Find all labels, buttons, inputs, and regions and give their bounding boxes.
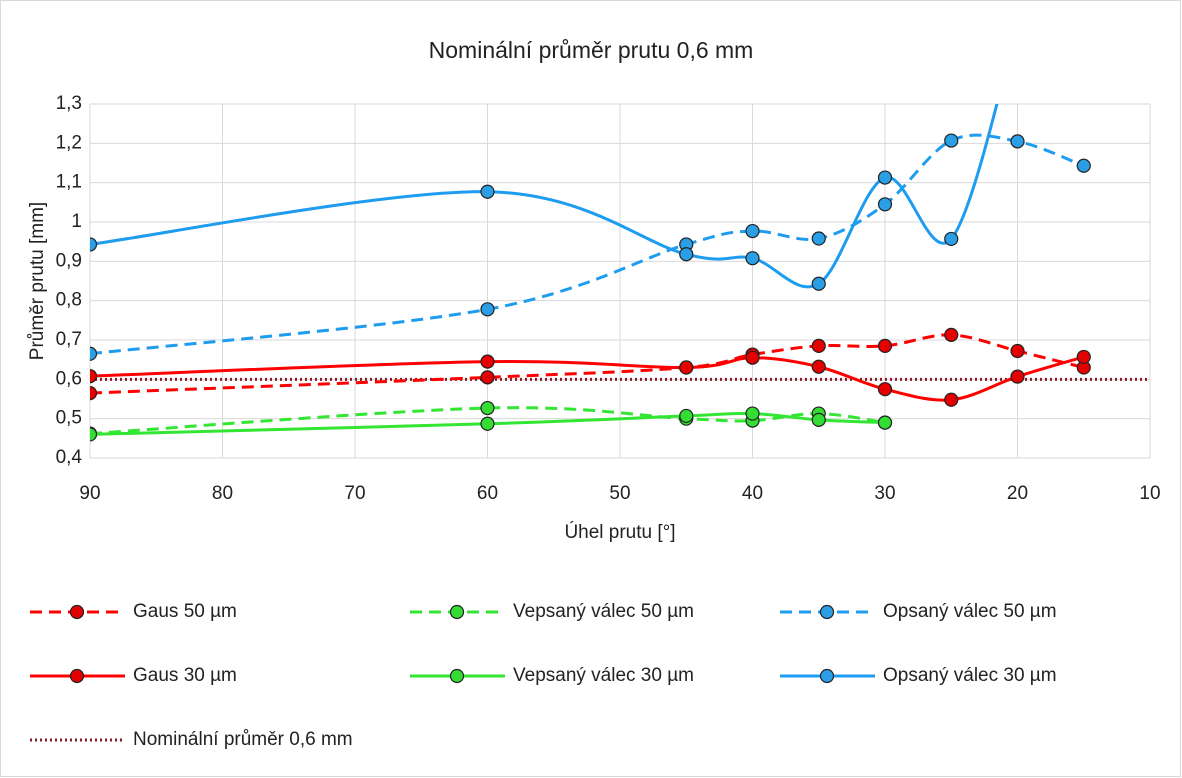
marker — [811, 276, 826, 291]
legend-label: Vepsaný válec 50 µm — [513, 601, 694, 622]
marker — [745, 223, 760, 239]
marker — [1076, 158, 1091, 173]
grid — [89, 103, 1151, 459]
legend-marker — [819, 668, 835, 684]
marker — [877, 415, 893, 430]
marker — [944, 327, 959, 342]
marker — [745, 406, 760, 421]
y-axis-title: Průměr prutu [mm] — [27, 202, 48, 360]
marker — [480, 184, 495, 199]
marker — [877, 170, 893, 185]
y-tick-label: 0,8 — [56, 290, 82, 311]
legend-label: Gaus 30 µm — [133, 665, 237, 686]
legend-marker — [69, 668, 85, 684]
marker — [877, 197, 893, 212]
y-tick-label: 1 — [71, 211, 82, 232]
legend: Gaus 50 µm Vepsaný válec 50 µm Opsaný vále… — [30, 601, 1057, 750]
x-tick-label: 90 — [79, 483, 100, 504]
marker — [480, 302, 495, 317]
y-tick-label: 1,3 — [56, 93, 82, 114]
x-tick-label: 20 — [1007, 483, 1028, 504]
legend-marker — [449, 604, 465, 620]
marker — [1010, 134, 1025, 149]
marker — [811, 359, 826, 374]
chart-title: Nominální průměr prutu 0,6 mm — [429, 37, 754, 63]
x-tick-label: 80 — [212, 483, 233, 504]
x-tick-label: 30 — [874, 483, 895, 504]
series-line — [90, 355, 1085, 402]
marker — [811, 231, 826, 246]
marker — [944, 133, 959, 148]
legend-label: Gaus 50 µm — [133, 601, 237, 622]
marker — [480, 354, 495, 369]
x-tick-label: 50 — [609, 483, 630, 504]
marker — [1010, 369, 1025, 384]
series-line — [90, 333, 1085, 395]
marker — [90, 386, 98, 401]
x-axis-title: Úhel prutu [°] — [564, 521, 675, 543]
y-tick-label: 0,6 — [56, 368, 82, 389]
marker — [944, 392, 959, 407]
marker — [1076, 349, 1091, 365]
marker — [1010, 343, 1025, 359]
x-tick-label: 10 — [1139, 483, 1160, 504]
marker — [745, 350, 760, 365]
marker — [745, 251, 760, 266]
marker — [877, 338, 893, 353]
x-tick-label: 70 — [344, 483, 365, 504]
x-tick-label: 60 — [477, 483, 498, 504]
x-tick-label: 40 — [742, 483, 763, 504]
marker — [480, 400, 495, 416]
marker — [90, 369, 98, 384]
legend-marker — [819, 604, 835, 620]
marker — [90, 346, 98, 361]
marker — [480, 416, 495, 431]
marker — [679, 408, 694, 424]
legend-label: Nominální průměr 0,6 mm — [133, 729, 353, 750]
y-tick-label: 0,4 — [56, 447, 83, 468]
y-tick-label: 0,7 — [56, 329, 82, 350]
marker — [944, 231, 959, 247]
marker — [679, 360, 694, 375]
legend-label: Vepsaný válec 30 µm — [513, 665, 694, 686]
y-tick-label: 1,2 — [56, 132, 82, 153]
marker — [811, 412, 826, 427]
legend-marker — [449, 668, 465, 684]
legend-marker — [69, 604, 85, 620]
y-tick-label: 1,1 — [56, 172, 82, 193]
y-tick-label: 0,5 — [56, 408, 82, 429]
y-tick-label: 0,9 — [56, 250, 82, 271]
legend-label: Opsaný válec 30 µm — [883, 665, 1057, 686]
marker — [811, 338, 826, 353]
marker — [90, 427, 98, 442]
marker — [877, 382, 893, 397]
series-line — [90, 133, 1085, 356]
marker — [90, 237, 98, 252]
marker — [480, 370, 495, 385]
plot-markers — [90, 133, 1091, 442]
legend-label: Opsaný válec 50 µm — [883, 601, 1057, 622]
marker — [679, 247, 694, 262]
